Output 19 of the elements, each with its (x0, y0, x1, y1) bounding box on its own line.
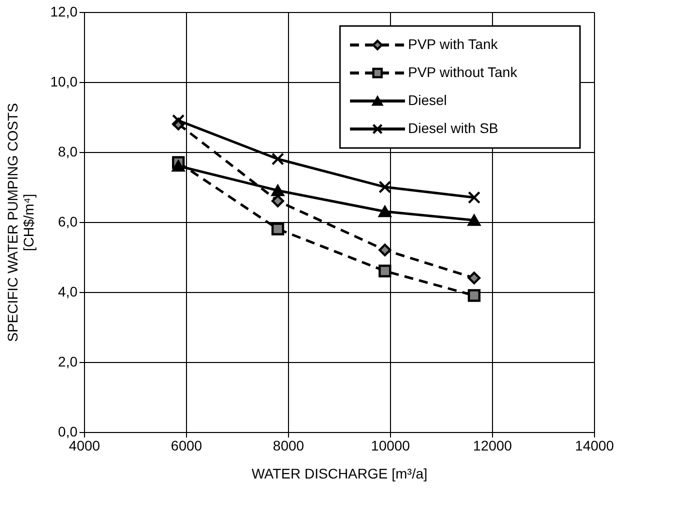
x-tick-label: 8000 (272, 438, 304, 454)
x-tick-label: 4000 (68, 438, 100, 454)
y-tick-label: 0,0 (58, 424, 78, 440)
y-tick-label: 8,0 (58, 144, 78, 160)
x-axis-title: WATER DISCHARGE [m³/a] (252, 466, 428, 482)
x-tick-label: 6000 (170, 438, 202, 454)
y-axis-title: SPECIFIC WATER PUMPING COSTS [CH$/m⁴] (4, 103, 36, 342)
legend-label: Diesel (408, 92, 447, 108)
x-tick-label: 10000 (371, 438, 410, 454)
legend-label: Diesel with SB (408, 120, 498, 136)
x-tick-label: 14000 (575, 438, 614, 454)
y-tick-label: 12,0 (50, 4, 78, 20)
y-tick-label: 2,0 (58, 354, 78, 370)
y-tick-label: 4,0 (58, 284, 78, 300)
y-tick-label: 6,0 (58, 214, 78, 230)
x-tick-label: 12000 (473, 438, 512, 454)
legend-label: PVP without Tank (408, 64, 518, 80)
y-tick-label: 10,0 (50, 74, 78, 90)
legend-label: PVP with Tank (408, 36, 499, 52)
